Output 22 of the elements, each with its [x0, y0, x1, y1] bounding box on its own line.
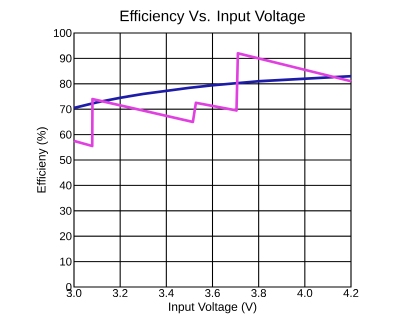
- y-axis-title: Efficieny (%): [36, 127, 48, 192]
- y-tick-label: 40: [60, 181, 72, 190]
- x-tick-label: 3.4: [158, 289, 174, 298]
- y-tick-label: 20: [60, 232, 72, 240]
- x-tick-label: 3.8: [251, 289, 266, 298]
- y-tick-label: 70: [60, 105, 72, 114]
- x-tick-label: 4.2: [343, 289, 358, 297]
- y-tick-label: 60: [60, 130, 72, 139]
- y-tick-label: 10: [60, 258, 72, 266]
- x-axis-title: Input Voltage (V): [169, 302, 256, 314]
- line-series: [72, 52, 352, 148]
- y-tick-label: 0: [66, 283, 72, 291]
- x-tick-label: 4.0: [297, 289, 312, 298]
- y-tick-label: 100: [54, 29, 72, 37]
- chart-title: Efficiency Vs. Input Voltage: [120, 10, 305, 24]
- x-tick-label: 3.0: [66, 289, 82, 298]
- y-tick-label: 30: [60, 206, 72, 215]
- y-tick-label: 90: [60, 54, 72, 62]
- x-tick-label: 3.6: [205, 289, 220, 298]
- y-tick-label: 80: [60, 80, 72, 88]
- x-tick-label: 3.2: [112, 289, 128, 298]
- y-tick-label: 50: [60, 156, 72, 164]
